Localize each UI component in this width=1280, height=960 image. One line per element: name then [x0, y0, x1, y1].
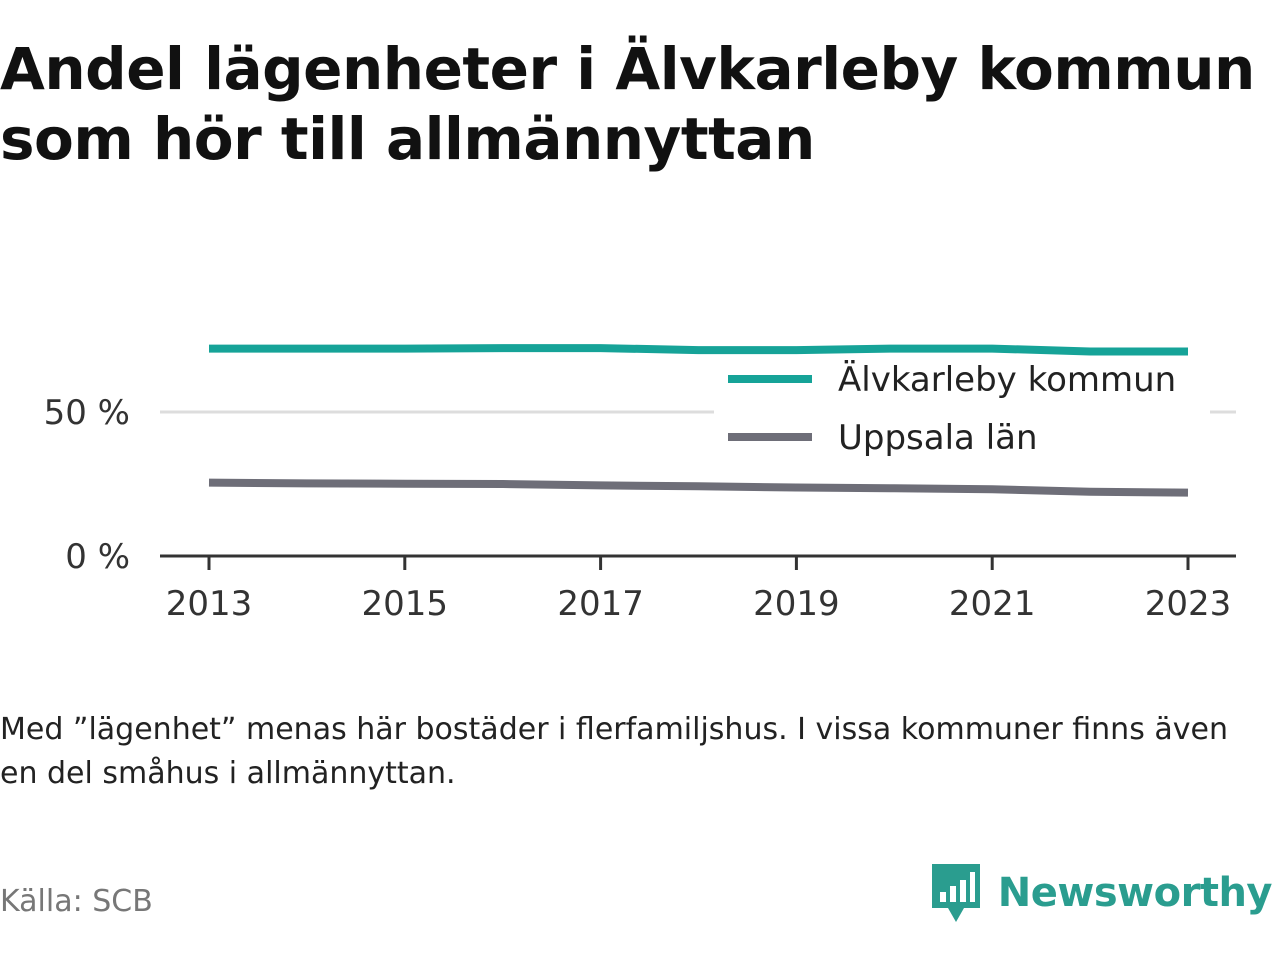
brand-name: Newsworthy [997, 870, 1273, 916]
series-line-alvkarleby [209, 344, 1188, 356]
series-line-uppsala [208, 478, 1189, 497]
y-axis: 0 % 50 % [44, 393, 130, 577]
y-tick-label: 0 % [65, 537, 130, 577]
chart-note: Med ”lägenhet” menas här bostäder i fler… [0, 712, 1228, 791]
x-tick-label: 2017 [557, 584, 644, 624]
series-lines [208, 344, 1189, 497]
brand-logo: Newsworthy [930, 862, 1273, 924]
newsworthy-logo-icon [931, 864, 980, 922]
x-tick-label: 2021 [949, 584, 1036, 624]
x-tick-label: 2013 [166, 584, 253, 624]
source-label: Källa: SCB [0, 884, 153, 919]
x-tick-label: 2019 [753, 584, 840, 624]
x-tick-label: 2015 [362, 584, 449, 624]
legend-label-0: Älvkarleby kommun [838, 360, 1176, 400]
x-axis: 2013 2015 2017 2019 2021 2023 [160, 554, 1236, 624]
chart-title: Andel lägenheter i Älvkarleby kommun som… [0, 35, 1255, 173]
y-tick-label: 50 % [44, 393, 130, 433]
x-tick-label: 2023 [1145, 584, 1232, 624]
legend: Älvkarleby kommun Uppsala län [728, 360, 1176, 458]
legend-label-1: Uppsala län [838, 418, 1038, 458]
